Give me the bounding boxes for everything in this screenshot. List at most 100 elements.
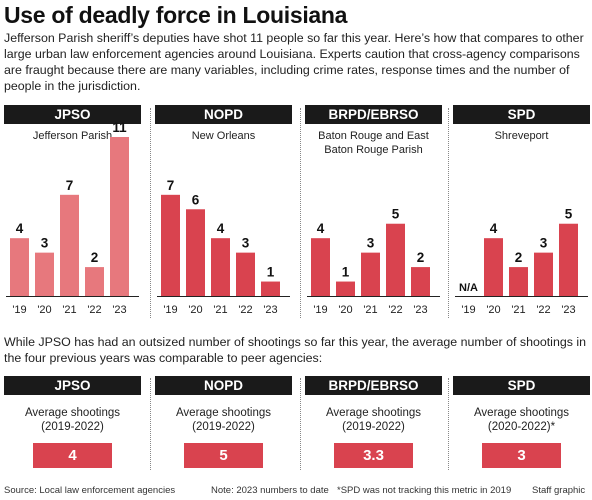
bar: [559, 223, 578, 296]
tick-label: '20: [338, 304, 352, 316]
data-label: 5: [565, 207, 573, 222]
bar: [484, 238, 503, 296]
tick-label: '23: [112, 304, 126, 316]
bar: [361, 252, 380, 296]
data-label: 7: [66, 178, 74, 193]
bar-chart-jpso: 4 '19 3 '20 7 '21 2 '22 11 '23: [6, 120, 139, 316]
average-panel-nopd: NOPD Average shootings (2019-2022) 5: [155, 376, 292, 471]
bar: [211, 238, 230, 296]
chart-header: SPD: [453, 105, 590, 124]
credit: Staff graphic: [532, 485, 586, 496]
average-label: Average shootings (2019-2022): [24, 407, 121, 433]
data-label: 3: [242, 236, 250, 251]
divider: [300, 378, 301, 470]
data-label: 3: [41, 236, 49, 251]
average-label: Average shootings (2019-2022): [325, 407, 422, 433]
divider: [150, 378, 151, 470]
tick-label: '19: [12, 304, 26, 316]
data-label: 4: [490, 221, 498, 236]
bar: [236, 252, 255, 296]
tick-label: '20: [188, 304, 202, 316]
chart-subtitle: New Orleans: [191, 130, 256, 142]
comparison-text: While JPSO has had an outsized number of…: [4, 335, 587, 365]
tick-label: '20: [486, 304, 500, 316]
tick-label: '22: [238, 304, 252, 316]
data-label: 5: [392, 207, 400, 222]
bar: [261, 281, 280, 296]
average-label: Average shootings (2020-2022)*: [473, 407, 570, 433]
bar-chart-spd: N/A '19 4 '20 2 '21 3 '22 5 '23: [455, 207, 588, 316]
tick-label: '22: [388, 304, 402, 316]
chart-subtitle: Jefferson Parish: [32, 130, 113, 142]
data-label: 2: [417, 250, 425, 265]
tick-label: '19: [163, 304, 177, 316]
bar: [35, 252, 54, 296]
average-value: 3.3: [334, 443, 413, 468]
data-label: 2: [91, 250, 99, 265]
bar: [110, 137, 129, 296]
data-label: 4: [16, 221, 24, 236]
average-header: NOPD: [155, 376, 292, 395]
date-note: Note: 2023 numbers to date: [211, 485, 329, 496]
page-title: Use of deadly force in Louisiana: [4, 2, 348, 28]
source-note: Source: Local law enforcement agencies: [4, 485, 176, 496]
bar: [60, 194, 79, 296]
data-label: 4: [217, 221, 225, 236]
average-panel-spd: SPD Average shootings (2020-2022)* 3: [453, 376, 590, 471]
tick-label: '21: [363, 304, 377, 316]
bar: [186, 209, 205, 296]
data-label: 6: [192, 192, 200, 207]
average-header: SPD: [453, 376, 590, 395]
chart-panel-brpd: BRPD/EBRSO Baton Rouge and East Baton Ro…: [305, 105, 442, 320]
chart-subtitle: Baton Rouge and East Baton Rouge Parish: [318, 130, 429, 156]
chart-header: JPSO: [4, 105, 141, 124]
data-label: 4: [317, 221, 325, 236]
chart-subtitle: Shreveport: [494, 130, 549, 142]
bar: [311, 238, 330, 296]
tick-label: '23: [263, 304, 277, 316]
average-panel-brpd: BRPD/EBRSO Average shootings (2019-2022)…: [305, 376, 442, 471]
footnote: *SPD was not tracking this metric in 201…: [337, 485, 512, 496]
tick-label: '19: [461, 304, 475, 316]
tick-label: '21: [62, 304, 76, 316]
tick-label: '22: [87, 304, 101, 316]
bar: [509, 267, 528, 296]
bar: [534, 252, 553, 296]
data-label: 7: [167, 178, 175, 193]
bar-chart-brpd: 4 '19 1 '20 3 '21 5 '22 2 '23: [307, 207, 440, 316]
divider: [448, 378, 449, 470]
data-label: 3: [367, 236, 375, 251]
data-label: N/A: [459, 282, 478, 294]
bar: [161, 194, 180, 296]
average-header: JPSO: [4, 376, 141, 395]
bar-chart-nopd: 7 '19 6 '20 4 '21 3 '22 1 '23: [157, 178, 290, 316]
average-value: 5: [184, 443, 263, 468]
average-value: 3: [482, 443, 561, 468]
data-label: 1: [267, 265, 275, 280]
bar: [411, 267, 430, 296]
bar: [336, 281, 355, 296]
chart-panel-spd: SPD Shreveport N/A '19 4 '20 2 '21 3 '22 5 '23: [453, 105, 590, 320]
tick-label: '21: [511, 304, 525, 316]
divider: [150, 108, 151, 318]
bar: [10, 238, 29, 296]
bar: [85, 267, 104, 296]
data-label: 11: [112, 120, 127, 135]
chart-header: BRPD/EBRSO: [305, 105, 442, 124]
bar: [386, 223, 405, 296]
tick-label: '23: [561, 304, 575, 316]
average-panel-jpso: JPSO Average shootings (2019-2022) 4: [4, 376, 141, 471]
tick-label: '21: [213, 304, 227, 316]
tick-label: '19: [313, 304, 327, 316]
average-label: Average shootings (2019-2022): [175, 407, 272, 433]
data-label: 2: [515, 250, 523, 265]
tick-label: '23: [413, 304, 427, 316]
chart-header: NOPD: [155, 105, 292, 124]
divider: [448, 108, 449, 318]
intro-text: Jefferson Parish sheriff’s deputies have…: [4, 31, 584, 93]
data-label: 1: [342, 265, 350, 280]
average-value: 4: [33, 443, 112, 468]
chart-panel-nopd: NOPD New Orleans 7 '19 6 '20 4 '21 3 '22 1 '23: [155, 105, 292, 320]
tick-label: '20: [37, 304, 51, 316]
average-header: BRPD/EBRSO: [305, 376, 442, 395]
